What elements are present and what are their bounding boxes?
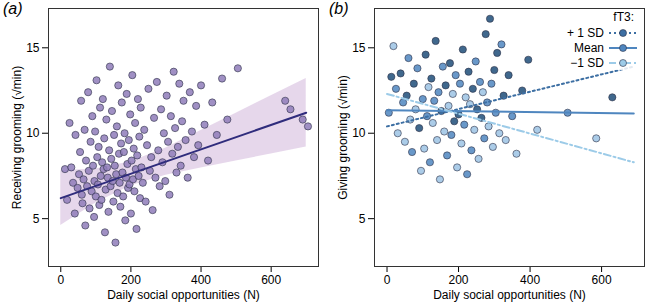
html-text:Mean: Mean bbox=[574, 40, 604, 55]
html-text:−1 SD: −1 SD bbox=[570, 55, 604, 70]
svg-text:600: 600 bbox=[261, 273, 281, 287]
html-text:(a): (a) bbox=[3, 0, 23, 17]
svg-text:10: 10 bbox=[352, 126, 366, 140]
svg-text:5: 5 bbox=[33, 211, 40, 225]
svg-text:Daily social opportunities (N): Daily social opportunities (N) bbox=[107, 288, 260, 302]
svg-text:10: 10 bbox=[26, 126, 40, 140]
svg-text:600: 600 bbox=[592, 273, 612, 287]
html-text:(b): (b) bbox=[329, 0, 349, 17]
html-text:fT3:: fT3: bbox=[613, 10, 634, 24]
svg-text:Receiving grooming (√min): Receiving grooming (√min) bbox=[10, 66, 24, 209]
svg-text:Daily social opportunities (N): Daily social opportunities (N) bbox=[433, 288, 586, 302]
html-text:+ 1 SD: + 1 SD bbox=[567, 25, 604, 40]
svg-text:5: 5 bbox=[359, 211, 366, 225]
svg-text:15: 15 bbox=[352, 41, 366, 55]
svg-text:400: 400 bbox=[520, 273, 540, 287]
svg-text:0: 0 bbox=[57, 273, 64, 287]
svg-text:Giving grooming (√min): Giving grooming (√min) bbox=[336, 75, 350, 200]
svg-text:400: 400 bbox=[191, 273, 211, 287]
svg-text:0: 0 bbox=[384, 273, 391, 287]
svg-text:200: 200 bbox=[449, 273, 469, 287]
svg-text:200: 200 bbox=[121, 273, 141, 287]
svg-text:15: 15 bbox=[26, 41, 40, 55]
